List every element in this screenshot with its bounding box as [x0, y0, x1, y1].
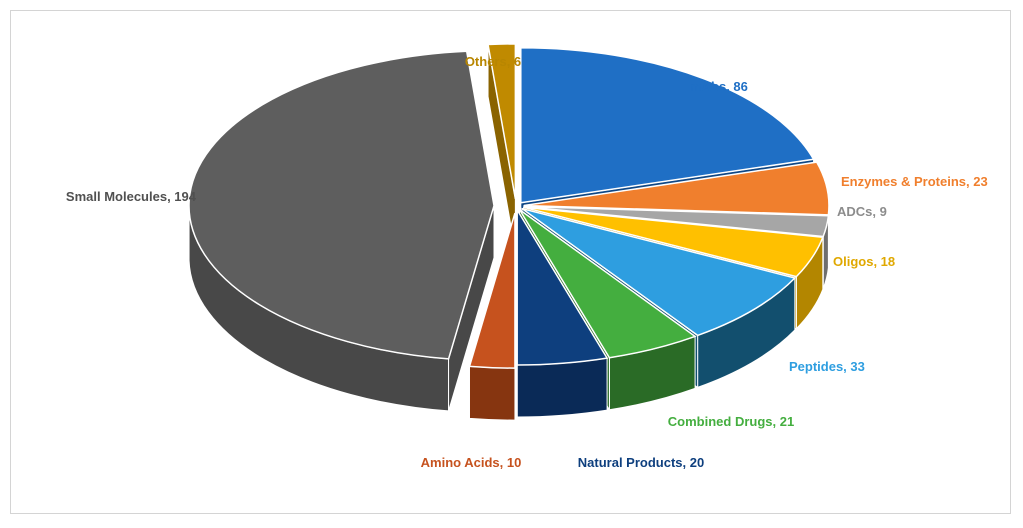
- data-label-enzymes-proteins: Enzymes & Proteins, 23: [841, 174, 988, 189]
- slice-small-molecules: [188, 50, 495, 360]
- data-label-mabs: mAbs, 86: [690, 79, 748, 94]
- slice-amino-acids: [468, 212, 516, 369]
- slice-mabs: [520, 46, 815, 204]
- data-label-small-molecules: Small Molecules, 194: [66, 189, 197, 204]
- slice-adcs: [523, 205, 830, 238]
- data-label-amino-acids: Amino Acids, 10: [421, 455, 522, 470]
- slice-natural-products: [516, 207, 609, 366]
- pie-chart: mAbs, 86 Enzymes & Proteins, 23 ADCs, 9 Oli…: [66, 43, 988, 470]
- slice-combined-drugs: [518, 209, 697, 359]
- slice-others: [487, 43, 517, 200]
- slice-oligos: [523, 206, 824, 278]
- slice-enzymes-proteins: [523, 161, 830, 216]
- slice-peptides: [521, 207, 797, 337]
- data-label-combined-drugs: Combined Drugs, 21: [668, 414, 794, 429]
- data-label-others: Others, 6: [465, 54, 521, 69]
- data-label-oligos: Oligos, 18: [833, 254, 895, 269]
- slice-side-natural-products: [516, 357, 608, 418]
- slice-side-amino-acids: [468, 365, 516, 421]
- data-label-peptides: Peptides, 33: [789, 359, 865, 374]
- data-label-adcs: ADCs, 9: [837, 204, 887, 219]
- data-label-natural-products: Natural Products, 20: [578, 455, 704, 470]
- chart-frame: mAbs, 86 Enzymes & Proteins, 23 ADCs, 9 Oli…: [10, 10, 1011, 514]
